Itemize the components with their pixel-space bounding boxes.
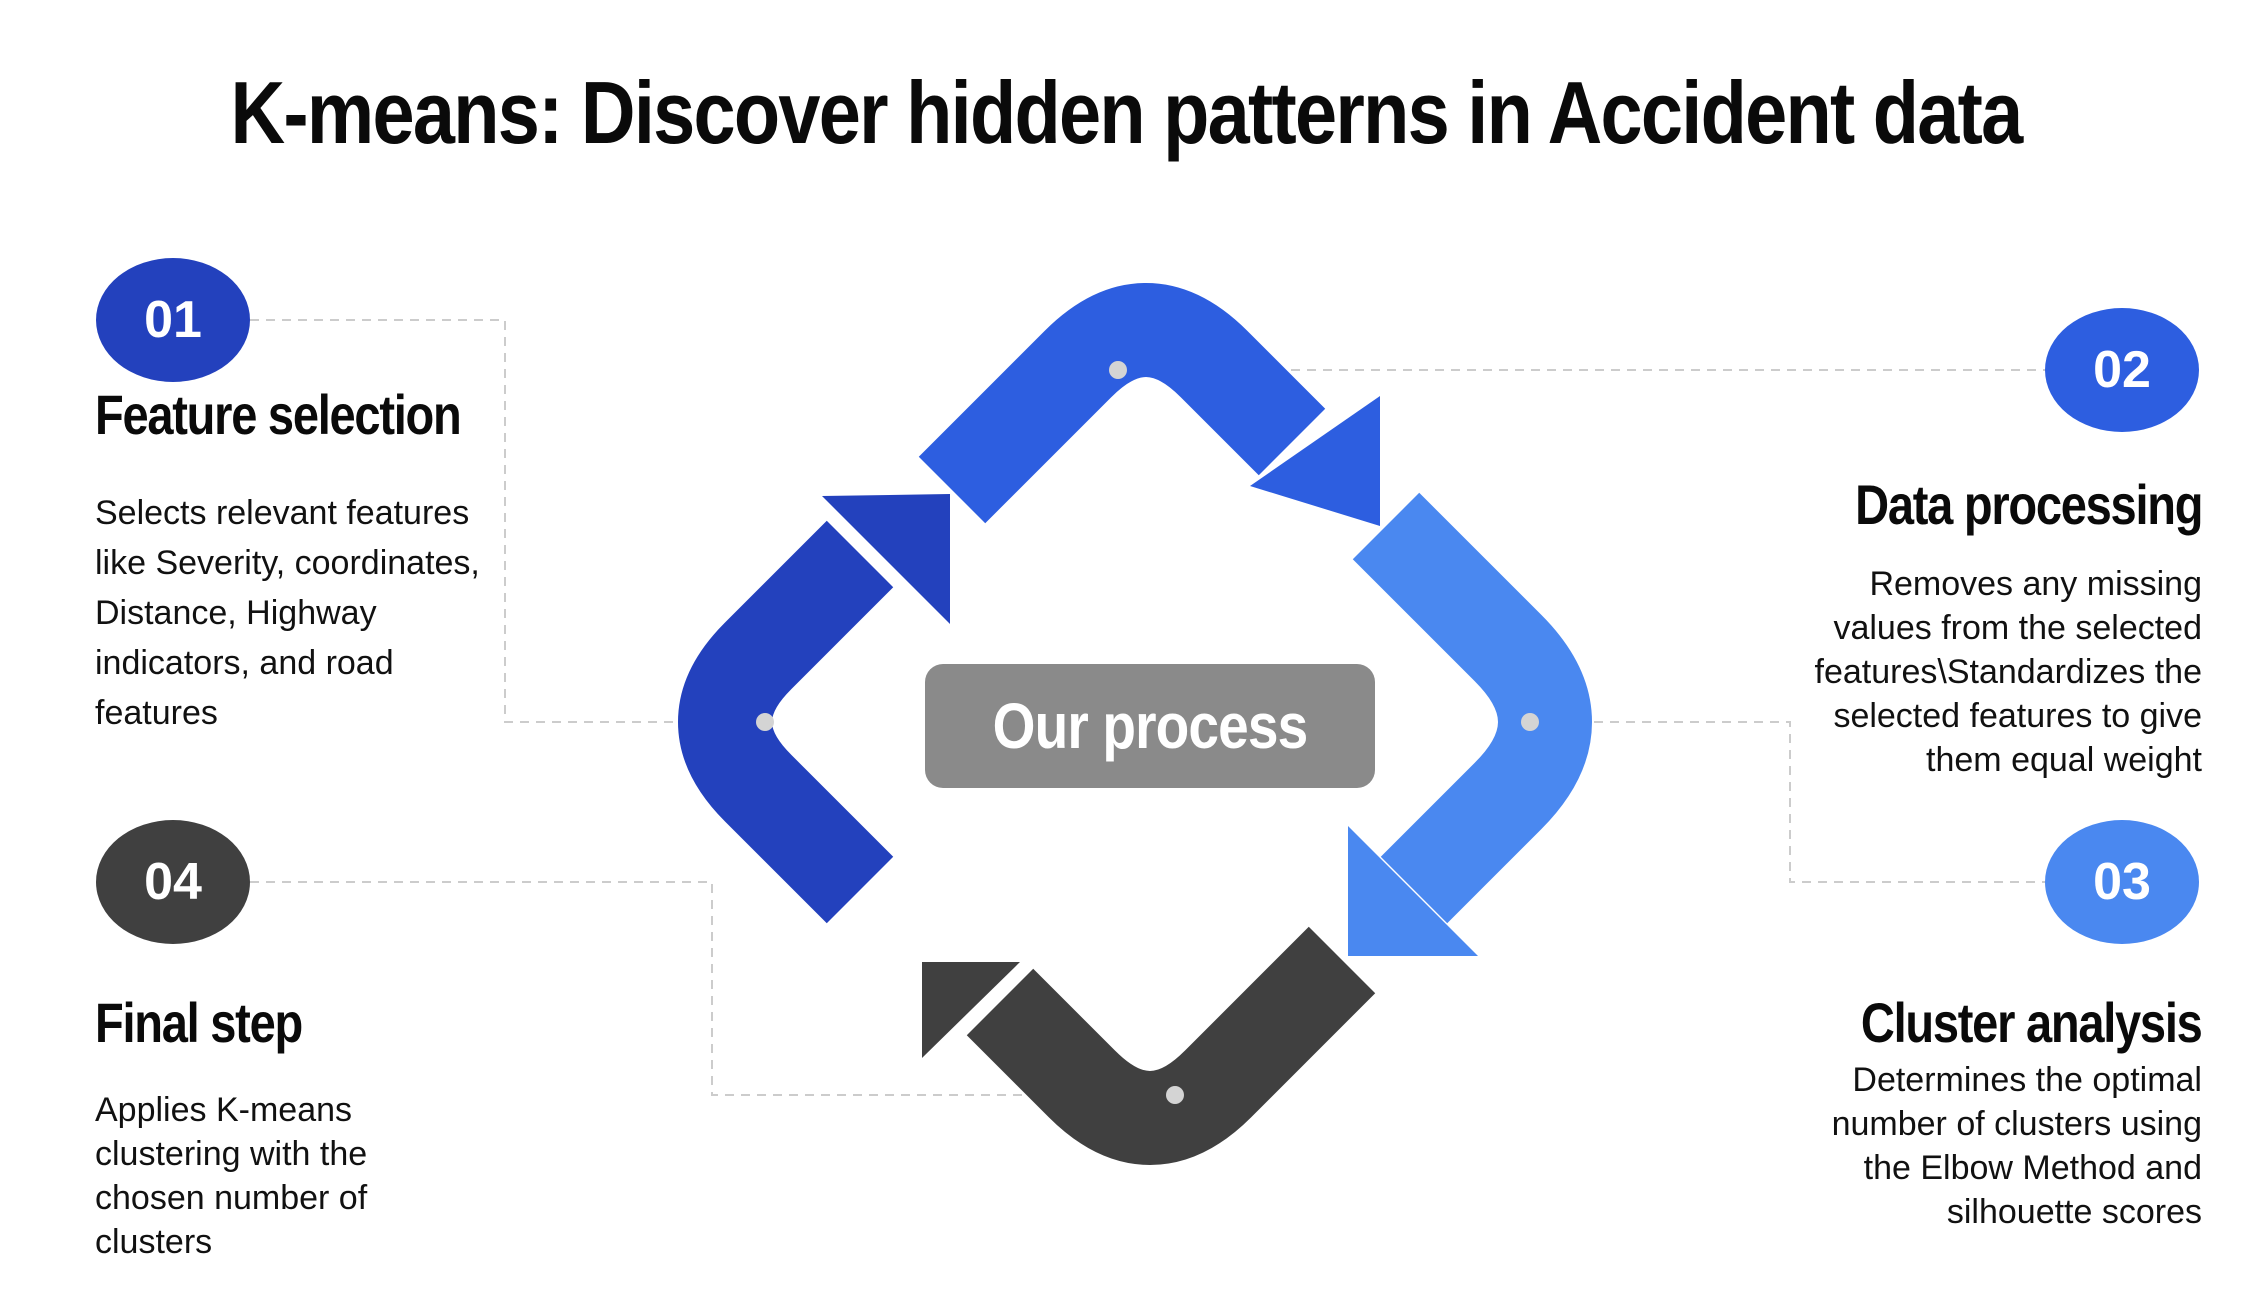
page-title: K-means: Discover hidden patterns in Acc… (230, 63, 2023, 162)
step-01-badge: 01 (96, 258, 250, 382)
step-03-badge: 03 (2045, 820, 2199, 944)
connector-dot-01 (756, 713, 774, 731)
cycle-arrow-02 (918, 283, 1380, 526)
center-label: Our process (925, 664, 1375, 788)
connector-dot-02 (1109, 361, 1127, 379)
connector-03 (1530, 721, 2045, 883)
connector-04 (250, 881, 1172, 1096)
connector-01 (250, 319, 762, 723)
step-04-description: Applies K-means clustering with the chos… (95, 1091, 368, 1261)
step-02-badge: 02 (2045, 308, 2199, 432)
step-02-title: Data processing (1854, 473, 2203, 536)
cycle-arrow-01 (678, 494, 950, 924)
connector-dots (756, 361, 1539, 1104)
step-04-title: Final step (95, 991, 303, 1054)
cycle-arrow-04 (922, 926, 1376, 1165)
step-03-title: Cluster analysis (1861, 991, 2203, 1054)
center-label-text: Our process (992, 690, 1309, 762)
cycle-arrow-03 (1348, 492, 1592, 956)
connector-lines (250, 319, 2045, 1096)
step-01-description: Selects relevant features like Severity,… (95, 494, 480, 732)
step-01-title: Feature selection (95, 383, 462, 446)
step-03-description: Determines the optimal number of cluster… (1831, 1061, 2202, 1231)
step-02-description: Removes any missing values from the sele… (1814, 565, 2202, 779)
step-04-badge: 04 (96, 820, 250, 944)
connector-dot-04 (1166, 1086, 1184, 1104)
connector-dot-03 (1521, 713, 1539, 731)
